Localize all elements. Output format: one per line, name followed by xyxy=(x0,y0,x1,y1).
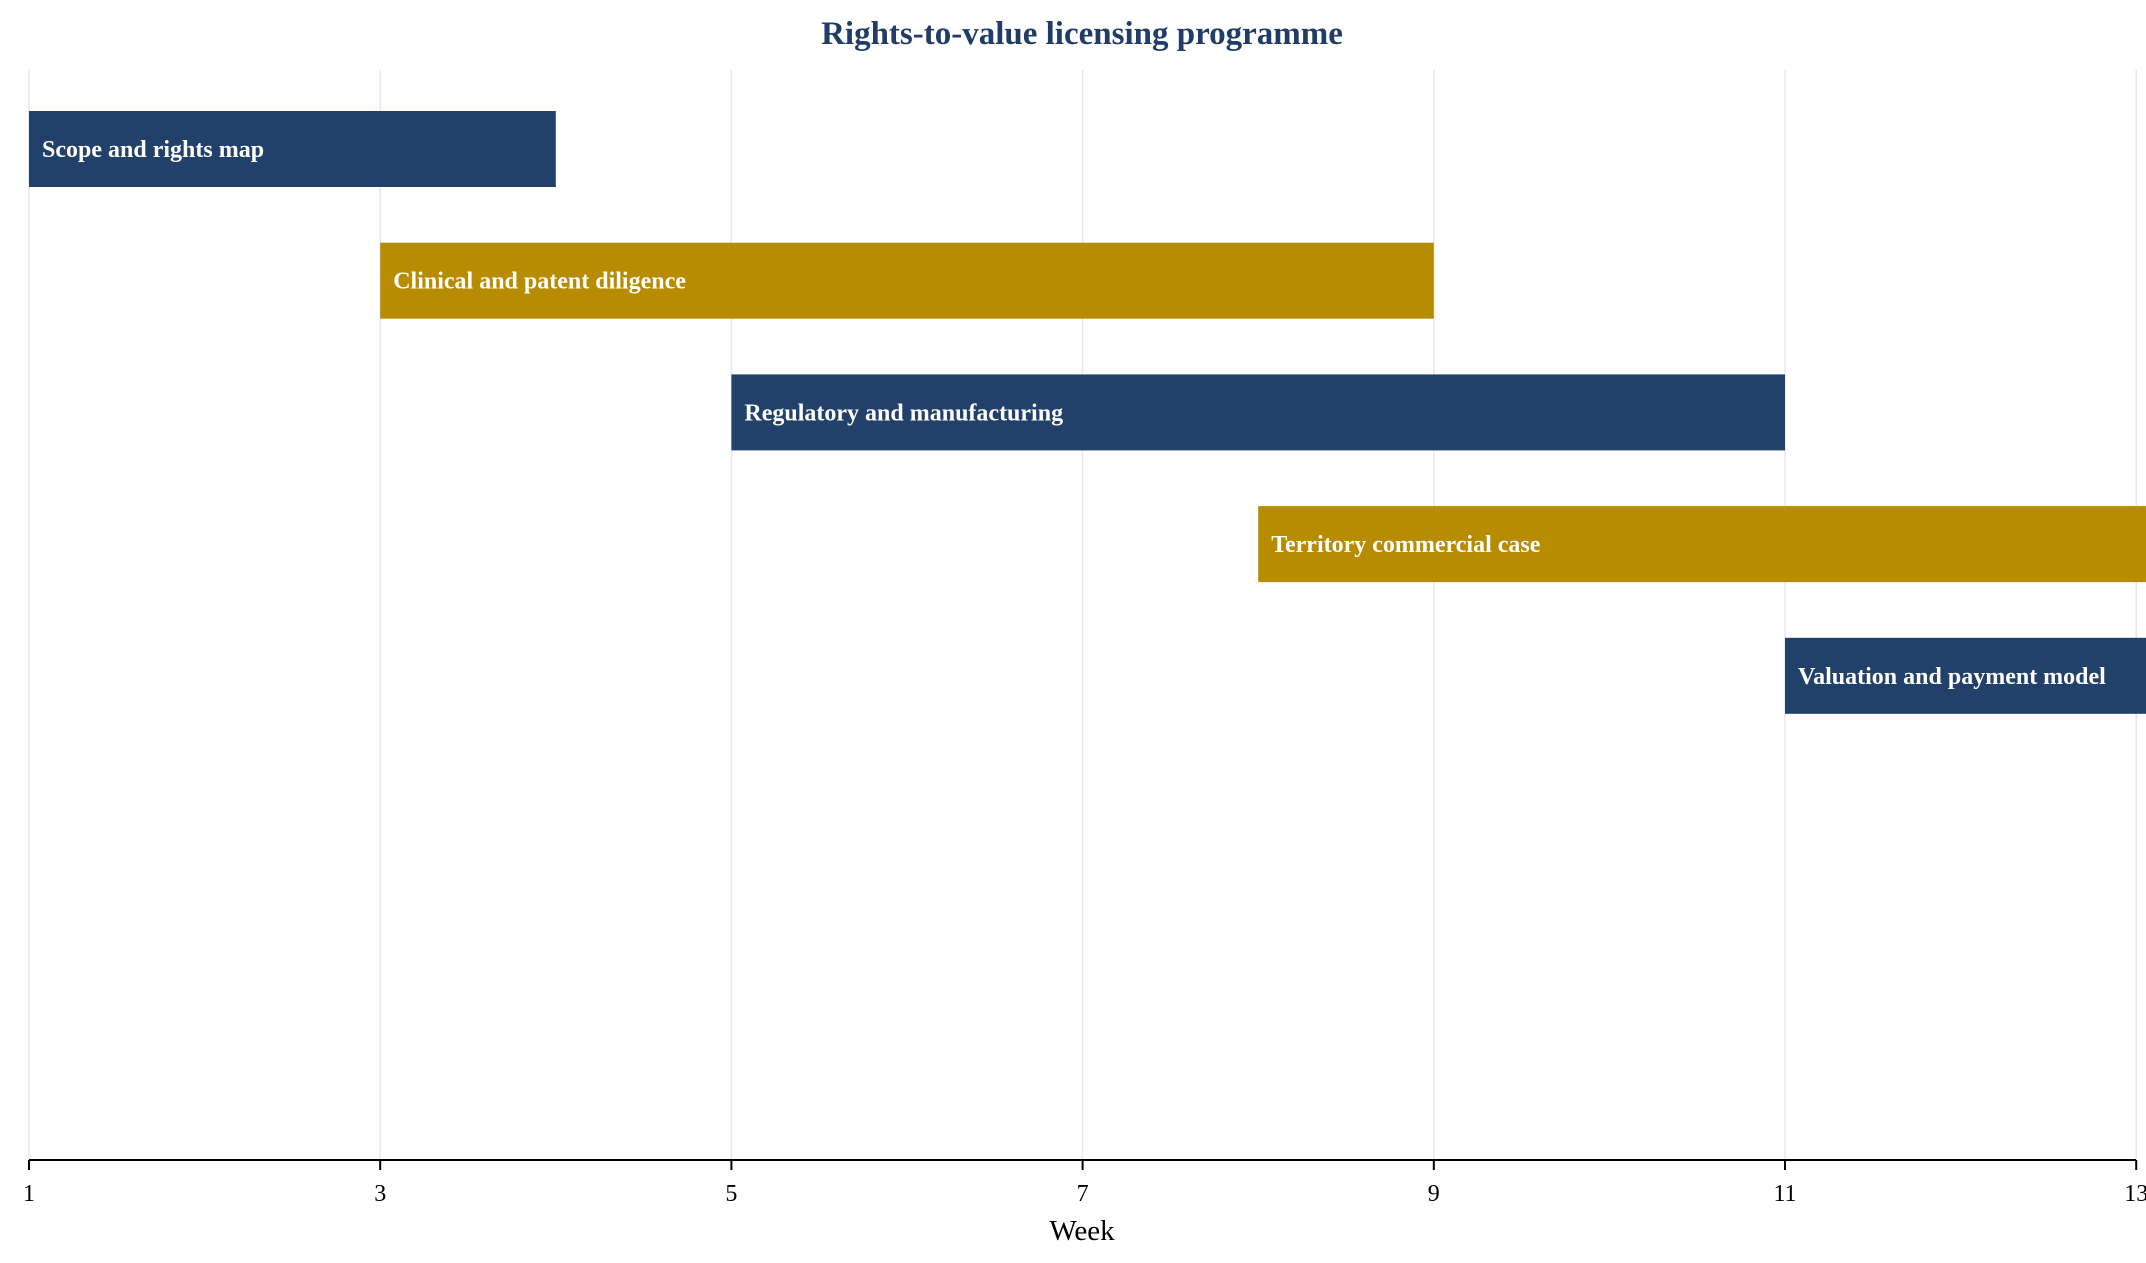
x-tick-label: 5 xyxy=(725,1181,737,1207)
grid-lines xyxy=(28,70,2137,1160)
x-tick-label: 13 xyxy=(2124,1181,2146,1207)
task-label: Clinical and patent diligence xyxy=(393,269,686,295)
task-label: Valuation and payment model xyxy=(1798,664,2106,690)
task-bar-group: Valuation and payment model xyxy=(1785,637,2146,714)
x-axis: 1357911131517192123 xyxy=(23,1159,2146,1207)
x-tick-label: 9 xyxy=(1428,1181,1440,1207)
task-bar xyxy=(29,111,556,187)
task-bar xyxy=(731,374,1785,451)
task-label: Territory commercial case xyxy=(1271,532,1541,558)
x-tick-label: 7 xyxy=(1077,1181,1089,1207)
x-axis-label: Week xyxy=(1049,1215,1115,1247)
x-tick-label: 11 xyxy=(1773,1181,1796,1207)
task-bar-group: Clinical and patent diligence xyxy=(380,242,1434,319)
task-bar xyxy=(380,242,1434,319)
task-bar-group: Territory commercial case xyxy=(1258,506,2146,583)
task-bar-group: Scope and rights map xyxy=(29,111,556,187)
task-label: Scope and rights map xyxy=(42,137,264,163)
chart-title: Rights-to-value licensing programme xyxy=(821,16,1343,52)
x-tick-label: 1 xyxy=(23,1181,35,1207)
task-bar xyxy=(1785,637,2146,714)
task-label: Regulatory and manufacturing xyxy=(744,400,1063,426)
x-tick-label: 3 xyxy=(374,1181,386,1207)
task-bars: Scope and rights map Clinical and patent … xyxy=(29,111,2146,714)
task-bar xyxy=(1258,506,2146,583)
task-bar-group: Regulatory and manufacturing xyxy=(731,374,1785,451)
